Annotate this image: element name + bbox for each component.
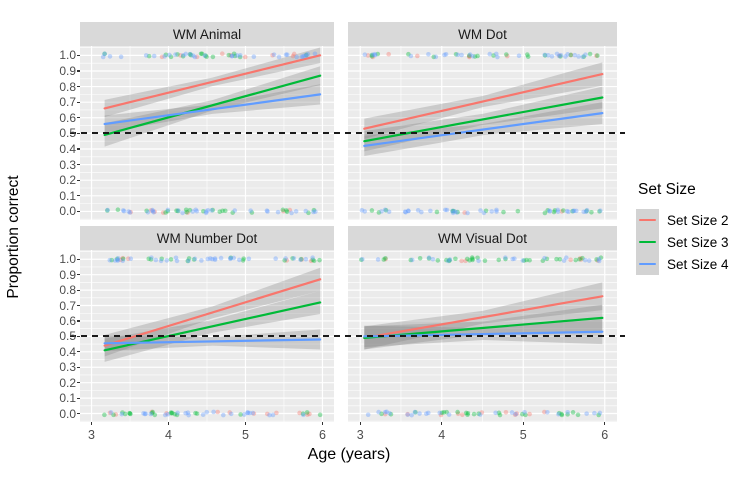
facet-panel [348, 46, 617, 220]
legend-entry-label: Set Size 3 [667, 234, 729, 250]
y-tick-mark [77, 397, 80, 399]
y-tick-mark [77, 86, 80, 88]
legend-key-line-icon [639, 218, 656, 222]
x-tick-mark [167, 422, 170, 425]
y-tick-label: 0.5 [59, 126, 76, 141]
y-tick-mark [77, 164, 80, 166]
facet-panel-svg [80, 46, 334, 220]
y-tick-label: 1.0 [59, 48, 76, 63]
y-tick-mark [77, 305, 80, 307]
legend-key-line-icon [639, 240, 656, 244]
y-tick-mark [77, 148, 80, 150]
y-tick-mark [77, 413, 80, 415]
legend-entry-label: Set Size 2 [667, 212, 729, 228]
legend-entry: Set Size 2 [636, 209, 753, 231]
y-tick-label: 0.3 [59, 157, 76, 172]
facet-strip: WM Number Dot [80, 226, 334, 250]
facet-strip: WM Dot [348, 22, 617, 46]
y-tick-mark [77, 289, 80, 291]
y-tick-mark [77, 366, 80, 368]
x-tick-mark [604, 422, 606, 425]
legend-key [636, 231, 659, 253]
y-tick-label: 0.4 [59, 141, 76, 156]
y-tick-mark [77, 117, 80, 119]
legend-key [636, 209, 659, 231]
y-tick-label: 0.2 [59, 173, 76, 188]
x-tick-label: 6 [318, 428, 326, 442]
y-tick-label: 0.2 [59, 375, 76, 390]
y-tick-label: 0.4 [59, 344, 76, 359]
y-tick-label: 0.6 [59, 313, 76, 328]
x-tick-label: 3 [88, 428, 95, 442]
y-tick-label: 0.0 [59, 204, 76, 219]
y-tick-label: 0.0 [59, 406, 76, 421]
legend-entries: Set Size 2 Set Size 3 Set Size 4 [636, 209, 753, 275]
legend-title: Set Size [638, 181, 696, 198]
y-tick-label: 0.9 [59, 63, 76, 78]
x-tick-mark [359, 422, 361, 425]
y-axis-title: Proportion correct [5, 175, 22, 299]
x-tick-mark [90, 422, 93, 425]
y-tick-label: 0.7 [59, 95, 76, 110]
y-tick-label: 0.1 [59, 188, 76, 203]
legend-entry: Set Size 4 [636, 253, 753, 275]
legend-key-line-icon [639, 262, 656, 266]
legend: Set Size Set Size 2 Set Size 3 Set Size 4 [636, 181, 753, 275]
y-tick-mark [77, 382, 80, 384]
reference-line-0.5 [70, 335, 625, 338]
y-tick-label: 0.8 [59, 79, 76, 94]
y-tick-mark [77, 132, 80, 135]
y-tick-label: 0.8 [59, 283, 76, 298]
y-tick-mark [77, 179, 80, 181]
y-tick-mark [77, 351, 80, 353]
y-tick-label: 0.3 [59, 360, 76, 375]
y-tick-label: 0.6 [59, 110, 76, 125]
y-tick-label: 0.9 [59, 267, 76, 282]
reference-line-0.5 [70, 132, 625, 135]
y-tick-mark [77, 258, 80, 260]
y-tick-mark [77, 335, 80, 338]
legend-key [636, 253, 659, 275]
x-tick-label: 4 [165, 428, 172, 442]
y-tick-mark [77, 274, 80, 276]
y-tick-label: 1.0 [59, 252, 76, 267]
legend-entry: Set Size 3 [636, 231, 753, 253]
x-tick-mark [244, 422, 247, 425]
x-tick-label: 5 [519, 428, 527, 442]
facet-panel [80, 46, 334, 220]
y-tick-mark [77, 54, 80, 57]
facet-strip: WM Animal [80, 22, 334, 46]
y-tick-mark [77, 320, 80, 322]
y-tick-label: 0.1 [59, 391, 76, 406]
facet-panel-svg [348, 46, 617, 220]
x-tick-label: 3 [356, 428, 364, 442]
y-tick-mark [77, 101, 80, 103]
y-tick-mark [77, 70, 80, 72]
y-tick-mark [77, 210, 80, 213]
x-tick-label: 5 [242, 428, 249, 442]
x-tick-mark [441, 422, 443, 425]
y-tick-label: 0.7 [59, 298, 76, 313]
x-tick-label: 6 [601, 428, 609, 442]
facet-strip: WM Visual Dot [348, 226, 617, 250]
x-tick-mark [522, 422, 524, 425]
x-tick-label: 4 [438, 428, 446, 442]
x-tick-mark [321, 422, 324, 425]
y-tick-mark [77, 195, 80, 197]
legend-entry-label: Set Size 4 [667, 256, 729, 272]
y-tick-label: 0.5 [59, 329, 76, 344]
x-axis-title: Age (years) [307, 446, 391, 463]
